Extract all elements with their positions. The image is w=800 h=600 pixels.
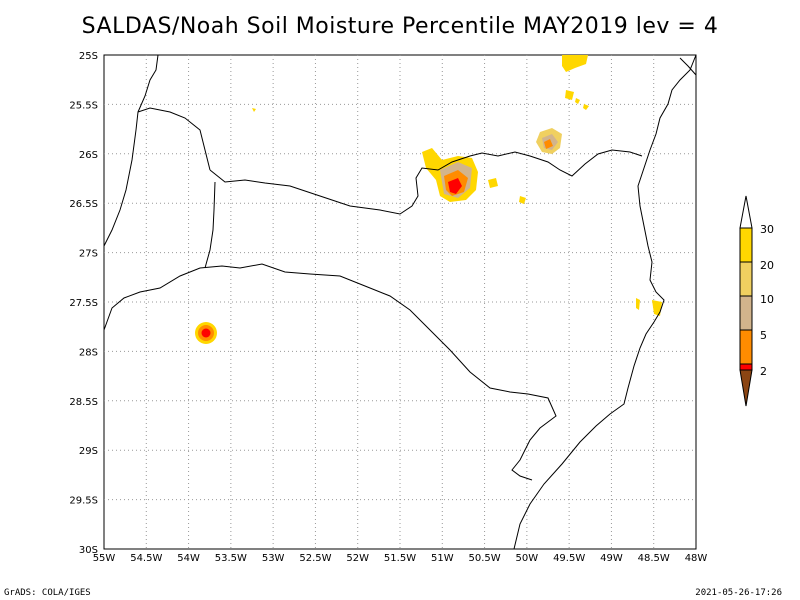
shade-small-1	[565, 90, 574, 100]
colorbar-label-10: 10	[760, 293, 774, 306]
x-tick-label: 55W	[93, 553, 116, 564]
map-title: SALDAS/Noah Soil Moisture Percentile MAY…	[81, 14, 719, 39]
y-tick-label: 26S	[79, 150, 98, 161]
y-tick-label: 30S	[79, 545, 98, 556]
colorbar-seg-2	[739, 363, 753, 371]
y-tick-label: 29.5S	[69, 496, 98, 507]
colorbar-seg-30	[739, 227, 753, 263]
x-tick-label: 48W	[685, 553, 708, 564]
colorbar: 30 20 10 5 2	[739, 195, 774, 407]
y-axis-labels: 25S 25.5S 26S 26.5S 27S 27.5S 28S 28.5S 29S 29.5S…	[69, 51, 98, 556]
x-tick-label: 54.5W	[130, 553, 162, 564]
shade-small-4	[252, 108, 256, 112]
y-tick-label: 29S	[79, 446, 98, 457]
boundaries	[103, 54, 697, 550]
y-tick-label: 28S	[79, 347, 98, 358]
x-tick-label: 49W	[600, 553, 623, 564]
colorbar-label-5: 5	[760, 329, 767, 342]
shade-coast-2	[636, 298, 640, 310]
y-tick-label: 27S	[79, 249, 98, 260]
shade-small-5	[488, 178, 498, 188]
footer-timestamp: 2021-05-26-17:26	[695, 588, 782, 598]
shade-cluster-main-red	[448, 178, 462, 194]
boundary-north-stub	[137, 54, 159, 113]
colorbar-top-triangle	[739, 195, 753, 229]
coastline	[513, 54, 697, 550]
y-tick-label: 28.5S	[69, 397, 98, 408]
boundary-sc-rs	[103, 263, 557, 481]
shade-cluster-east-inner	[544, 139, 553, 149]
x-tick-label: 52W	[346, 553, 369, 564]
y-tick-label: 25.5S	[69, 100, 98, 111]
x-tick-label: 53.5W	[215, 553, 247, 564]
colorbar-label-2: 2	[760, 365, 767, 378]
shade-small-2	[575, 98, 580, 104]
x-tick-label: 51.5W	[384, 553, 416, 564]
x-tick-label: 53W	[262, 553, 285, 564]
y-tick-label: 26.5S	[69, 199, 98, 210]
gridlines	[104, 55, 696, 549]
colorbar-bottom-triangle	[739, 369, 753, 407]
x-tick-label: 54W	[177, 553, 200, 564]
colorbar-seg-20	[739, 261, 753, 297]
x-tick-label: 50.5W	[468, 553, 500, 564]
x-tick-label: 48.5W	[638, 553, 670, 564]
boundary-argentina-vertical	[204, 181, 216, 269]
x-tick-label: 49.5W	[553, 553, 585, 564]
shade-top-right	[562, 55, 588, 72]
x-tick-label: 51W	[431, 553, 454, 564]
y-tick-label: 27.5S	[69, 298, 98, 309]
y-tick-label: 25S	[79, 51, 98, 62]
shade-small-3	[583, 104, 589, 110]
shade-west-inner	[201, 328, 211, 338]
coast-north-stub	[679, 57, 697, 76]
x-tick-label: 52.5W	[299, 553, 331, 564]
footer-credit: GrADS: COLA/IGES	[4, 588, 91, 598]
x-tick-label: 50W	[516, 553, 539, 564]
colorbar-label-20: 20	[760, 259, 774, 272]
boundary-pr-sc	[209, 149, 643, 215]
shade-small-6	[519, 196, 526, 204]
x-axis-labels: 55W 54.5W 54W 53.5W 53W 52.5W 52W 51.5W 51W 50.5W…	[93, 553, 708, 564]
colorbar-seg-5	[739, 329, 753, 365]
colorbar-seg-10	[739, 295, 753, 331]
colorbar-label-30: 30	[760, 223, 774, 236]
